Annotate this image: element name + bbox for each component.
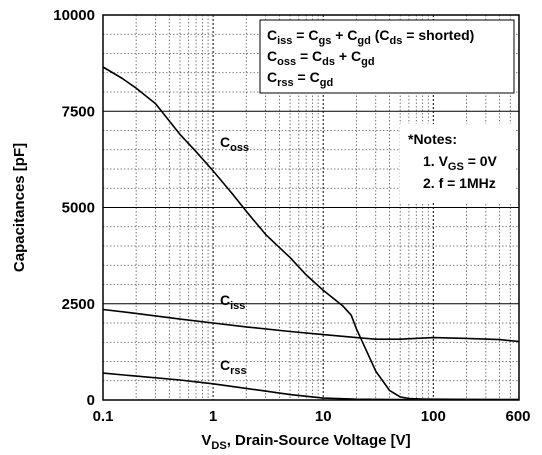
series-label-coss-part: C [220, 134, 230, 150]
legend-entry: Ciss = Cgs + Cgd (Cds = shorted) [267, 27, 474, 47]
series-label-ciss-part: iss [230, 300, 245, 312]
note-line: 1. VGS = 0V [423, 153, 498, 173]
legend-entry-part: gd [357, 35, 370, 47]
series-label-crss-part: rss [230, 365, 247, 377]
legend-entry: Coss = Cds + Cgd [267, 48, 375, 68]
y-tick-label: 2500 [62, 296, 95, 313]
plot-frame [102, 14, 520, 401]
note-line-part: = 0V [464, 153, 498, 169]
series-line-coss [102, 66, 520, 401]
legend-entry-part: C [267, 48, 277, 64]
x-axis-label-main: V [201, 432, 211, 449]
legend-entry-part: ds [390, 35, 403, 47]
series-label-crss-part: C [220, 357, 230, 373]
y-tick-label: 5000 [62, 200, 95, 217]
legend-entry-part: (C [371, 27, 390, 43]
x-tick-label: 600 [505, 408, 530, 425]
series-lines [102, 66, 520, 401]
x-axis-label-sub: DS [211, 440, 226, 452]
legend-entry-part: iss [277, 35, 292, 47]
legend-entry-part: oss [277, 56, 296, 68]
note-line-part: GS [448, 161, 464, 173]
y-tick-labels: 0 2500 5000 7500 10000 [53, 7, 95, 409]
notes-box: *Notes: 1. VGS = 0V 2. f = 1MHz [400, 124, 514, 202]
x-tick-label: 10 [315, 408, 332, 425]
x-axis-label-rest: , Drain-Source Voltage [V] [227, 432, 411, 449]
legend-entry-part: gd [320, 77, 333, 89]
legend-frame [259, 19, 515, 94]
x-axis-label: VDS, Drain-Source Voltage [V] [201, 432, 410, 452]
note-line-part: 1. V [423, 153, 449, 169]
y-tick-label: 7500 [62, 103, 95, 120]
y-axis-label: Capacitances [pF] [11, 143, 28, 272]
x-tick-labels: 0.1 1 10 100 600 [93, 408, 531, 425]
legend-entry-part: = C [292, 27, 318, 43]
legend-entry: Crss = Cgd [267, 69, 333, 89]
series-label-ciss-part: C [220, 292, 230, 308]
series-line-ciss [102, 308, 520, 343]
note-line: *Notes: [408, 131, 457, 147]
legend-entry-part: + C [335, 48, 361, 64]
x-tick-label: 1 [209, 408, 217, 425]
legend-entry-part: gd [361, 56, 374, 68]
series-line-crss [102, 372, 520, 401]
y-tick-label: 0 [87, 392, 95, 409]
notes-background [400, 124, 514, 202]
legend-entry-part: + C [331, 27, 357, 43]
legend-entry-part: C [267, 69, 277, 85]
legend-entry-part: gs [319, 35, 332, 47]
y-tick-label: 10000 [53, 7, 95, 24]
legend-entry-part: = shorted) [402, 27, 474, 43]
note-line: 2. f = 1MHz [423, 175, 496, 191]
series-label-coss-part: oss [230, 142, 249, 154]
series-label-ciss: Ciss [220, 292, 245, 312]
note-line-part: 2. f = 1MHz [423, 175, 496, 191]
legend-box: Ciss = Cgs + Cgd (Cds = shorted)Coss = C… [259, 19, 515, 94]
x-tick-label: 100 [421, 408, 446, 425]
note-line-part: *Notes: [408, 131, 457, 147]
legend-entry-part: = C [296, 48, 322, 64]
legend-entry-part: = C [294, 69, 320, 85]
series-label-coss: Coss [220, 134, 249, 154]
series-label-crss: Crss [220, 357, 247, 377]
x-tick-label: 0.1 [93, 408, 114, 425]
legend-entry-part: C [267, 27, 277, 43]
legend-entry-part: rss [277, 77, 294, 89]
legend-entry-part: ds [322, 56, 335, 68]
